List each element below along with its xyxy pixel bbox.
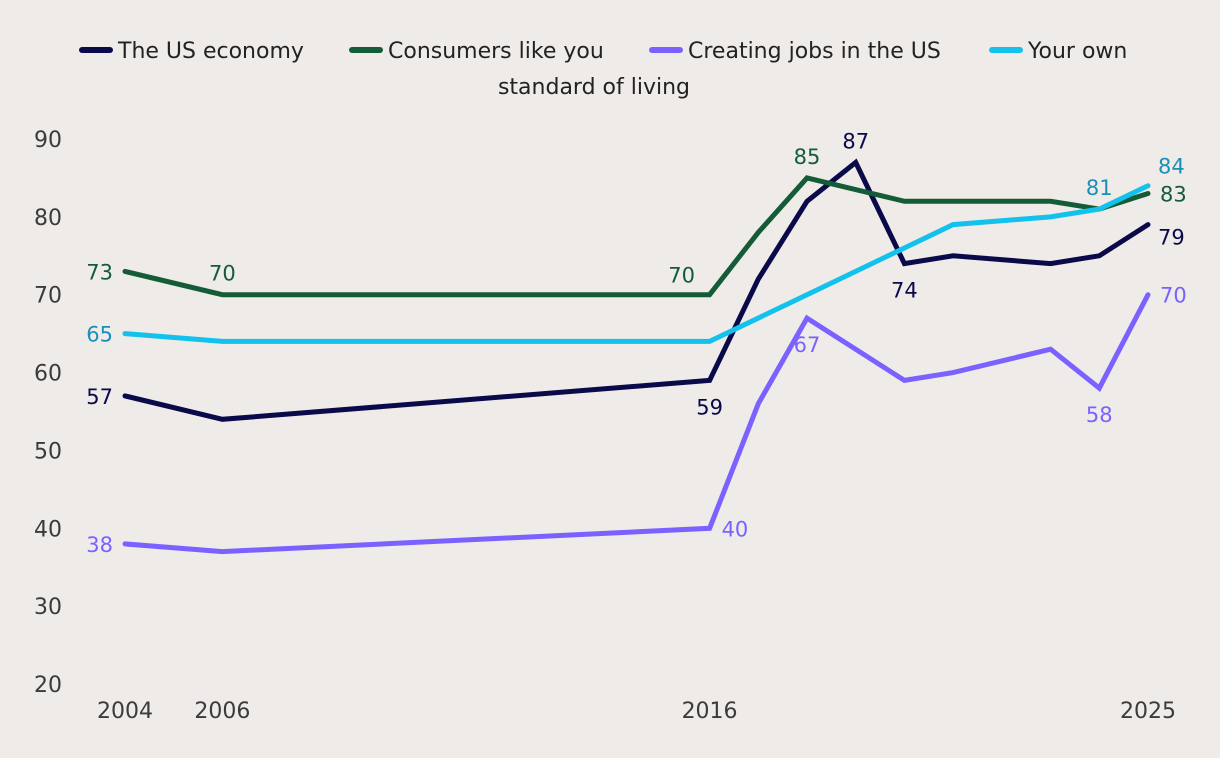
legend-label-the-us-economy: The US economy bbox=[117, 39, 304, 64]
y-tick-label-70: 70 bbox=[34, 284, 62, 309]
x-tick-label-2004: 2004 bbox=[97, 699, 153, 724]
data-label-the-us-economy-2019: 87 bbox=[842, 129, 869, 153]
y-tick-label-80: 80 bbox=[34, 206, 62, 231]
data-label-the-us-economy-2025: 79 bbox=[1158, 226, 1185, 250]
data-label-creating-jobs-in-the-us-2016: 40 bbox=[722, 517, 749, 541]
data-label-your-own-standard-of-living-2004: 65 bbox=[86, 323, 113, 347]
x-axis: 2004 2006 2016 2025 bbox=[97, 699, 1176, 724]
y-tick-label-90: 90 bbox=[34, 128, 62, 153]
legend: The US economy Consumers like you Creating… bbox=[79, 39, 1127, 100]
data-label-creating-jobs-in-the-us-2004: 38 bbox=[86, 533, 113, 557]
y-axis: 20 30 40 50 60 70 80 90 bbox=[34, 128, 62, 698]
legend-label-creating-jobs-in-the-us: Creating jobs in the US bbox=[688, 39, 941, 64]
data-label-consumers-like-you-2025: 83 bbox=[1160, 183, 1187, 207]
data-label-your-own-standard-of-living-2024: 81 bbox=[1086, 176, 1113, 200]
data-label-creating-jobs-in-the-us-2018: 67 bbox=[794, 333, 821, 357]
y-tick-label-30: 30 bbox=[34, 595, 62, 620]
data-label-the-us-economy-2020: 74 bbox=[891, 279, 918, 303]
legend-label-consumers-like-you: Consumers like you bbox=[388, 39, 604, 64]
data-labels: 57 59 87 74 79 73 70 70 85 83 38 40 67 58 70 65 81 84 bbox=[86, 129, 1186, 556]
data-label-consumers-like-you-2004: 73 bbox=[86, 260, 113, 284]
y-tick-label-40: 40 bbox=[34, 517, 62, 542]
x-tick-label-2025: 2025 bbox=[1120, 699, 1176, 724]
data-label-your-own-standard-of-living-2025: 84 bbox=[1158, 155, 1185, 179]
data-label-the-us-economy-2016: 59 bbox=[696, 395, 723, 419]
series-group bbox=[122, 158, 1151, 555]
x-tick-label-2016: 2016 bbox=[682, 699, 738, 724]
y-tick-label-50: 50 bbox=[34, 439, 62, 464]
y-tick-label-20: 20 bbox=[34, 673, 62, 698]
data-label-consumers-like-you-2006: 70 bbox=[209, 262, 236, 286]
y-tick-label-60: 60 bbox=[34, 362, 62, 387]
series-line-your-own-standard-of-living bbox=[122, 183, 1151, 344]
data-label-creating-jobs-in-the-us-2024: 58 bbox=[1086, 403, 1113, 427]
data-label-consumers-like-you-2018: 85 bbox=[794, 145, 821, 169]
data-label-creating-jobs-in-the-us-2025: 70 bbox=[1160, 284, 1187, 308]
series-line-consumers-like-you bbox=[122, 175, 1151, 298]
legend-label-continuation: standard of living bbox=[498, 75, 690, 100]
x-tick-label-2006: 2006 bbox=[194, 699, 250, 724]
data-label-the-us-economy-2004: 57 bbox=[86, 385, 113, 409]
data-label-consumers-like-you-2016: 70 bbox=[668, 264, 695, 288]
legend-label-your-own-standard-of-living: Your own bbox=[1027, 39, 1127, 64]
series-line-the-us-economy bbox=[122, 158, 1151, 422]
series-line-creating-jobs-in-the-us bbox=[122, 292, 1151, 555]
